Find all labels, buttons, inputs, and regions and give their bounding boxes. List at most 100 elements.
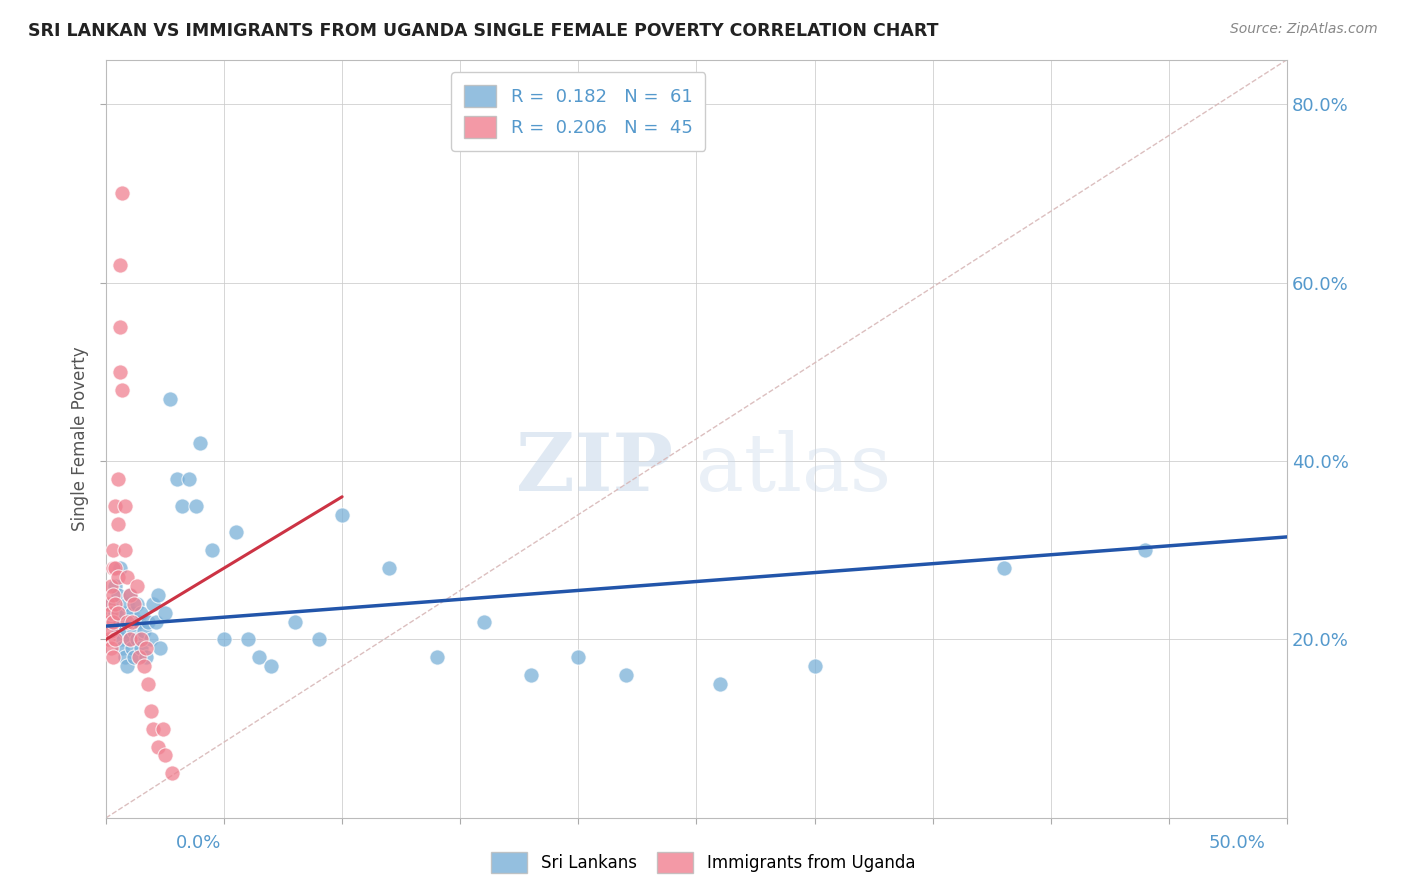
Point (146, 588, 169, 602)
Point (131, 606, 153, 620)
Point (378, 561, 401, 575)
Point (122, 597, 145, 611)
Point (101, 615, 124, 629)
Point (177, 472, 200, 486)
Point (118, 588, 141, 602)
Point (128, 650, 150, 665)
Point (520, 668, 543, 682)
Point (107, 472, 129, 486)
Point (260, 659, 283, 673)
Point (284, 615, 307, 629)
Point (115, 570, 138, 584)
Point (121, 641, 143, 656)
Point (122, 650, 145, 665)
Point (160, 766, 183, 780)
Point (118, 615, 141, 629)
Point (135, 650, 157, 665)
Point (100, 624, 122, 638)
Y-axis label: Single Female Poverty: Single Female Poverty (72, 346, 89, 531)
Point (170, 499, 193, 513)
Point (114, 624, 136, 638)
Point (114, 650, 136, 665)
Point (142, 597, 165, 611)
Point (111, 186, 134, 201)
Point (132, 659, 155, 673)
Point (111, 383, 134, 397)
Point (108, 258, 131, 272)
Point (111, 641, 134, 656)
Point (104, 561, 127, 575)
Point (114, 499, 136, 513)
Legend: Sri Lankans, Immigrants from Uganda: Sri Lankans, Immigrants from Uganda (484, 846, 922, 880)
Point (125, 597, 148, 611)
Point (152, 722, 174, 736)
Point (166, 472, 188, 486)
Point (567, 650, 589, 665)
Point (131, 641, 153, 656)
Point (125, 579, 148, 593)
Point (108, 320, 131, 334)
Point (104, 499, 127, 513)
Point (184, 499, 207, 513)
Point (190, 436, 212, 450)
Point (118, 632, 141, 647)
Point (153, 748, 176, 763)
Point (101, 561, 124, 575)
Point (100, 597, 122, 611)
Point (104, 597, 127, 611)
Point (146, 739, 169, 754)
Point (115, 615, 138, 629)
Point (101, 588, 124, 602)
Point (225, 525, 247, 540)
Point (118, 632, 141, 647)
Point (159, 392, 181, 406)
Point (128, 615, 150, 629)
Point (111, 632, 134, 647)
Point (153, 606, 176, 620)
Point (132, 624, 155, 638)
Point (107, 516, 129, 531)
Point (104, 606, 127, 620)
Point (135, 641, 157, 656)
Point (249, 650, 271, 665)
Text: SRI LANKAN VS IMMIGRANTS FROM UGANDA SINGLE FEMALE POVERTY CORRELATION CHART: SRI LANKAN VS IMMIGRANTS FROM UGANDA SIN… (28, 22, 939, 40)
Point (803, 659, 825, 673)
Point (330, 508, 353, 522)
Point (108, 561, 131, 575)
Point (101, 650, 124, 665)
Point (107, 570, 129, 584)
Point (121, 615, 143, 629)
Point (145, 615, 167, 629)
Point (121, 606, 143, 620)
Point (131, 632, 153, 647)
Point (108, 615, 131, 629)
Text: 50.0%: 50.0% (1209, 834, 1265, 852)
Point (97, 615, 120, 629)
Point (108, 365, 131, 379)
Point (139, 632, 162, 647)
Point (142, 722, 165, 736)
Point (104, 579, 127, 593)
Point (236, 632, 259, 647)
Point (212, 632, 235, 647)
Point (614, 668, 637, 682)
Point (138, 615, 160, 629)
Point (97, 597, 120, 611)
Legend: R =  0.182   N =  61, R =  0.206   N =  45: R = 0.182 N = 61, R = 0.206 N = 45 (451, 72, 706, 151)
Point (993, 561, 1015, 575)
Point (201, 543, 224, 558)
Point (125, 632, 148, 647)
Point (118, 588, 141, 602)
Point (1135, 543, 1157, 558)
Point (101, 543, 124, 558)
Point (149, 641, 172, 656)
Point (138, 677, 160, 691)
Point (97, 632, 120, 647)
Text: atlas: atlas (696, 430, 891, 508)
Point (100, 579, 122, 593)
Point (426, 650, 449, 665)
Point (308, 632, 330, 647)
Point (115, 659, 138, 673)
Point (107, 624, 129, 638)
Point (139, 704, 162, 718)
